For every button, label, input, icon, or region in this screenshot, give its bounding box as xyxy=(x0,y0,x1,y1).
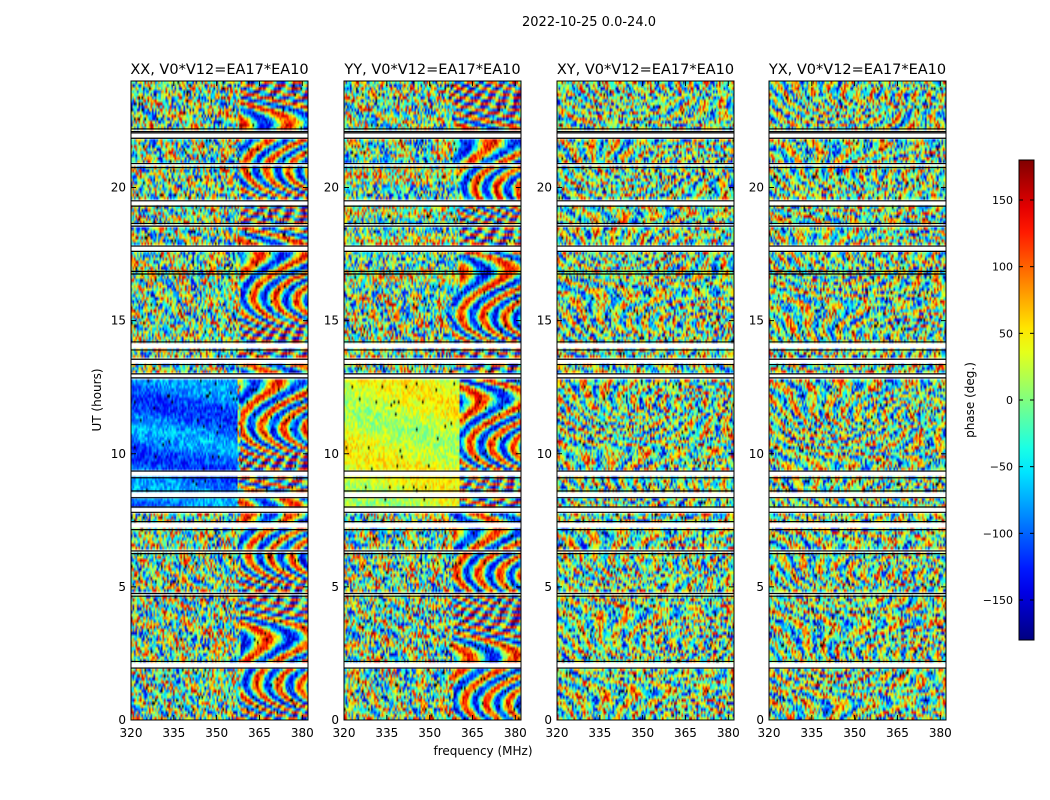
x-axis-label: frequency (MHz) xyxy=(433,744,532,758)
x-tick-label: 350 xyxy=(418,726,441,740)
x-tick-label: 365 xyxy=(886,726,909,740)
x-tick-label: 335 xyxy=(800,726,823,740)
x-tick-label: 380 xyxy=(504,726,527,740)
panel-title-yy: YY, V0*V12=EA17*EA10 xyxy=(343,62,520,78)
y-tick-label: 20 xyxy=(749,181,764,195)
x-tick-label: 320 xyxy=(333,726,356,740)
y-tick-label: 0 xyxy=(118,713,126,727)
y-tick-label: 15 xyxy=(324,314,339,328)
phase-heatmap-yy xyxy=(344,81,521,720)
y-tick-label: 20 xyxy=(324,181,339,195)
x-tick-label: 335 xyxy=(162,726,185,740)
y-tick-label: 20 xyxy=(537,181,552,195)
colorbar-tick-label: 50 xyxy=(999,327,1013,340)
x-tick-label: 350 xyxy=(843,726,866,740)
y-tick-label: 10 xyxy=(324,447,339,461)
y-tick-label: 20 xyxy=(111,181,126,195)
colorbar-tick-label: −100 xyxy=(983,527,1013,540)
panel-title-xx: XX, V0*V12=EA17*EA10 xyxy=(130,62,308,78)
x-tick-label: 320 xyxy=(758,726,781,740)
y-tick-label: 10 xyxy=(537,447,552,461)
colorbar-tick-label: 0 xyxy=(1006,394,1013,407)
y-axis-label: UT (hours) xyxy=(90,368,104,431)
x-tick-label: 335 xyxy=(588,726,611,740)
y-tick-label: 5 xyxy=(756,580,764,594)
y-tick-label: 15 xyxy=(111,314,126,328)
y-tick-label: 15 xyxy=(749,314,764,328)
y-tick-label: 10 xyxy=(749,447,764,461)
x-tick-label: 380 xyxy=(929,726,952,740)
x-tick-label: 365 xyxy=(674,726,697,740)
panel-xx: XX, V0*V12=EA17*EA10 320 335 350 365 380 0 5 10 1… xyxy=(111,62,314,740)
x-tick-label: 365 xyxy=(461,726,484,740)
colorbar-label: phase (deg.) xyxy=(963,362,977,438)
y-tick-label: 5 xyxy=(331,580,339,594)
panel-title-xy: XY, V0*V12=EA17*EA10 xyxy=(557,62,734,78)
x-tick-label: 380 xyxy=(291,726,314,740)
figure-title: 2022-10-25 0.0-24.0 xyxy=(522,15,656,30)
panels-group: XX, V0*V12=EA17*EA10 320 335 350 365 380 0 5 10 1… xyxy=(111,62,952,740)
x-tick-label: 365 xyxy=(248,726,271,740)
x-tick-label: 350 xyxy=(631,726,654,740)
panel-xy: XY, V0*V12=EA17*EA10 320 335 350 365 380 0 5 10 1… xyxy=(537,62,740,740)
panel-frame xyxy=(343,80,522,721)
panel-frame xyxy=(768,80,947,721)
x-tick-label: 350 xyxy=(205,726,228,740)
panel-yx: YX, V0*V12=EA17*EA10 320 335 350 365 380 0 5 10 1… xyxy=(749,62,952,740)
y-tick-label: 5 xyxy=(544,580,552,594)
panel-frame xyxy=(130,80,309,721)
colorbar-tick-label: 150 xyxy=(992,194,1013,207)
phase-heatmap-xx xyxy=(131,81,308,720)
panel-frame xyxy=(556,80,735,721)
y-tick-label: 10 xyxy=(111,447,126,461)
y-tick-label: 5 xyxy=(118,580,126,594)
colorbar-tick-label: −50 xyxy=(990,461,1013,474)
phase-heatmap-yx xyxy=(769,81,946,720)
x-tick-label: 320 xyxy=(120,726,143,740)
y-tick-label: 0 xyxy=(544,713,552,727)
phase-heatmap-xy xyxy=(557,81,734,720)
x-tick-label: 335 xyxy=(375,726,398,740)
panel-title-yx: YX, V0*V12=EA17*EA10 xyxy=(768,62,946,78)
y-tick-label: 0 xyxy=(331,713,339,727)
x-tick-label: 380 xyxy=(717,726,740,740)
colorbar-tick-label: 100 xyxy=(992,261,1013,274)
y-tick-label: 15 xyxy=(537,314,552,328)
colorbar: 150 100 50 0 −50 −100 −150 phase (deg.) xyxy=(963,159,1035,641)
colorbar-tick-label: −150 xyxy=(983,594,1013,607)
panel-yy: YY, V0*V12=EA17*EA10 320 335 350 365 380 0 5 10 1… xyxy=(324,62,527,740)
x-tick-label: 320 xyxy=(546,726,569,740)
y-tick-label: 0 xyxy=(756,713,764,727)
